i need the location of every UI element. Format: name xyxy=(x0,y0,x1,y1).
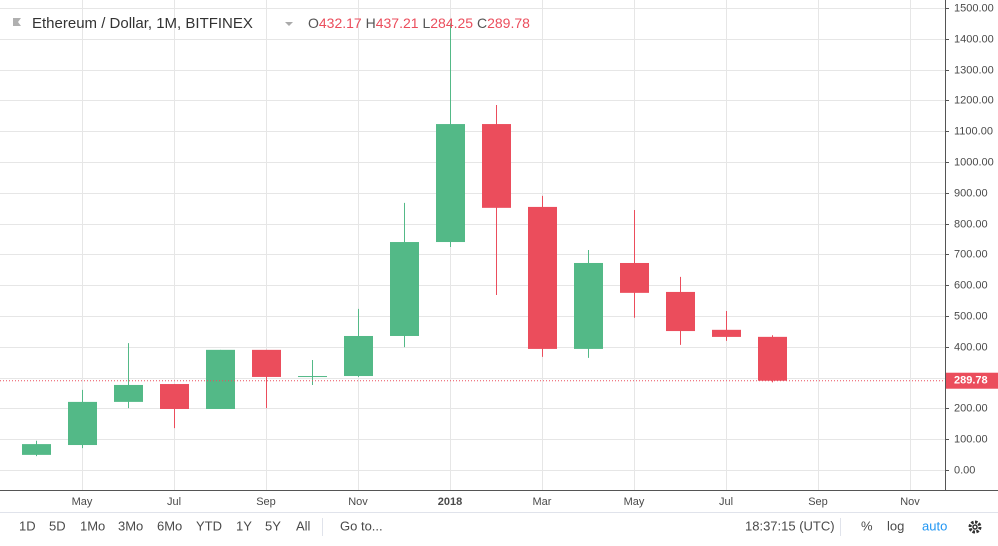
y-tick-label: 700.00 xyxy=(954,248,988,260)
y-tick-label: 600.00 xyxy=(954,279,988,291)
y-tick-label: 500.00 xyxy=(954,310,988,322)
range-button[interactable]: 3Mo xyxy=(118,518,143,533)
goto-button[interactable]: Go to... xyxy=(340,518,383,533)
y-tick-label: 1400.00 xyxy=(954,33,994,45)
candle-body xyxy=(574,262,603,349)
chart-title: Ethereum / Dollar, 1M, BITFINEX xyxy=(32,15,253,32)
x-tick-label: Mar xyxy=(533,496,552,508)
ohlc-value: 284.25 xyxy=(430,15,473,31)
y-tick-label: 100.00 xyxy=(954,433,988,445)
candle-body xyxy=(114,384,143,402)
axes: 0.00100.00200.00300.00400.00500.00600.00… xyxy=(72,2,998,508)
candle-body xyxy=(68,401,97,446)
candle-body xyxy=(528,206,557,349)
candle-body xyxy=(252,349,281,377)
x-tick-label: Sep xyxy=(808,496,828,508)
y-tick-label: 900.00 xyxy=(954,187,988,199)
y-tick-label: 400.00 xyxy=(954,341,988,353)
candles xyxy=(0,23,945,457)
candle-body xyxy=(666,291,695,332)
candle-body xyxy=(344,335,373,377)
x-tick-label: May xyxy=(72,496,93,508)
range-button[interactable]: 1Y xyxy=(236,518,252,533)
candle-body xyxy=(436,124,465,243)
y-tick-label: 800.00 xyxy=(954,218,988,230)
candle-body xyxy=(758,336,787,381)
ohlc-value: 432.17 xyxy=(319,15,362,31)
range-button[interactable]: 1D xyxy=(19,518,36,533)
y-tick-label: 200.00 xyxy=(954,402,988,414)
last-price-tag xyxy=(946,372,998,389)
ohlc-prefix: O xyxy=(308,15,319,31)
x-tick-label: May xyxy=(624,496,645,508)
x-tick-label: Jul xyxy=(719,496,733,508)
candle-body xyxy=(390,242,419,336)
y-tick-label: 1500.00 xyxy=(954,2,994,14)
dropdown-arrow[interactable] xyxy=(285,22,293,26)
x-tick-label: Nov xyxy=(348,496,368,508)
percent-toggle[interactable]: % xyxy=(861,518,873,533)
y-tick-label: 1000.00 xyxy=(954,156,994,168)
flag-icon xyxy=(13,18,21,26)
toolbar: Go to... 18:37:15 (UTC) % log auto 1D 5D 1… xyxy=(19,518,982,536)
ohlc-value: 289.78 xyxy=(487,15,530,31)
range-button[interactable]: All xyxy=(296,518,311,533)
candle-body xyxy=(160,384,189,409)
y-tick-label: 1100.00 xyxy=(954,125,993,137)
auto-toggle[interactable]: auto xyxy=(922,518,947,533)
settings-icon[interactable] xyxy=(968,520,982,534)
ohlc-prefix: C xyxy=(477,15,487,31)
candle-body xyxy=(482,124,511,208)
ohlc-prefix: L xyxy=(422,15,430,31)
y-tick-label: 1200.00 xyxy=(954,94,994,106)
ohlc-prefix: H xyxy=(366,15,376,31)
ohlc-value: 437.21 xyxy=(376,15,419,31)
ohlc-legend: O432.17 H437.21 L284.25 C289.78 xyxy=(308,15,530,31)
x-tick-label: Sep xyxy=(256,496,276,508)
candle-body xyxy=(620,262,649,293)
candle-body xyxy=(712,329,741,337)
clock: 18:37:15 (UTC) xyxy=(745,518,835,533)
candle-body xyxy=(22,444,51,455)
range-button[interactable]: 1Mo xyxy=(80,518,105,533)
range-button[interactable]: YTD xyxy=(196,518,222,533)
range-button[interactable]: 5D xyxy=(49,518,66,533)
candle-body xyxy=(206,349,235,409)
y-tick-label: 0.00 xyxy=(954,464,975,476)
log-toggle[interactable]: log xyxy=(887,518,904,533)
x-tick-label: 2018 xyxy=(438,496,462,508)
last-price-label: 289.78 xyxy=(954,375,988,387)
x-tick-label: Jul xyxy=(167,496,181,508)
grid xyxy=(0,0,945,490)
range-button[interactable]: 5Y xyxy=(265,518,281,533)
range-button[interactable]: 6Mo xyxy=(157,518,182,533)
y-tick-label: 1300.00 xyxy=(954,64,994,76)
x-tick-label: Nov xyxy=(900,496,920,508)
candle-body xyxy=(298,376,327,378)
